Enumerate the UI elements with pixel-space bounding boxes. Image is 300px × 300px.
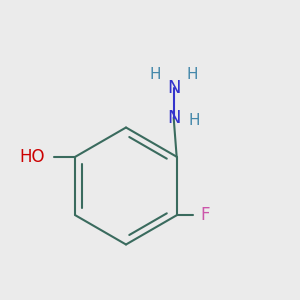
Text: N: N (167, 79, 180, 97)
Text: HO: HO (19, 148, 45, 166)
Text: F: F (201, 206, 210, 224)
Text: H: H (188, 113, 200, 128)
Text: N: N (167, 109, 180, 127)
Text: H: H (187, 67, 198, 82)
Text: H: H (149, 67, 161, 82)
